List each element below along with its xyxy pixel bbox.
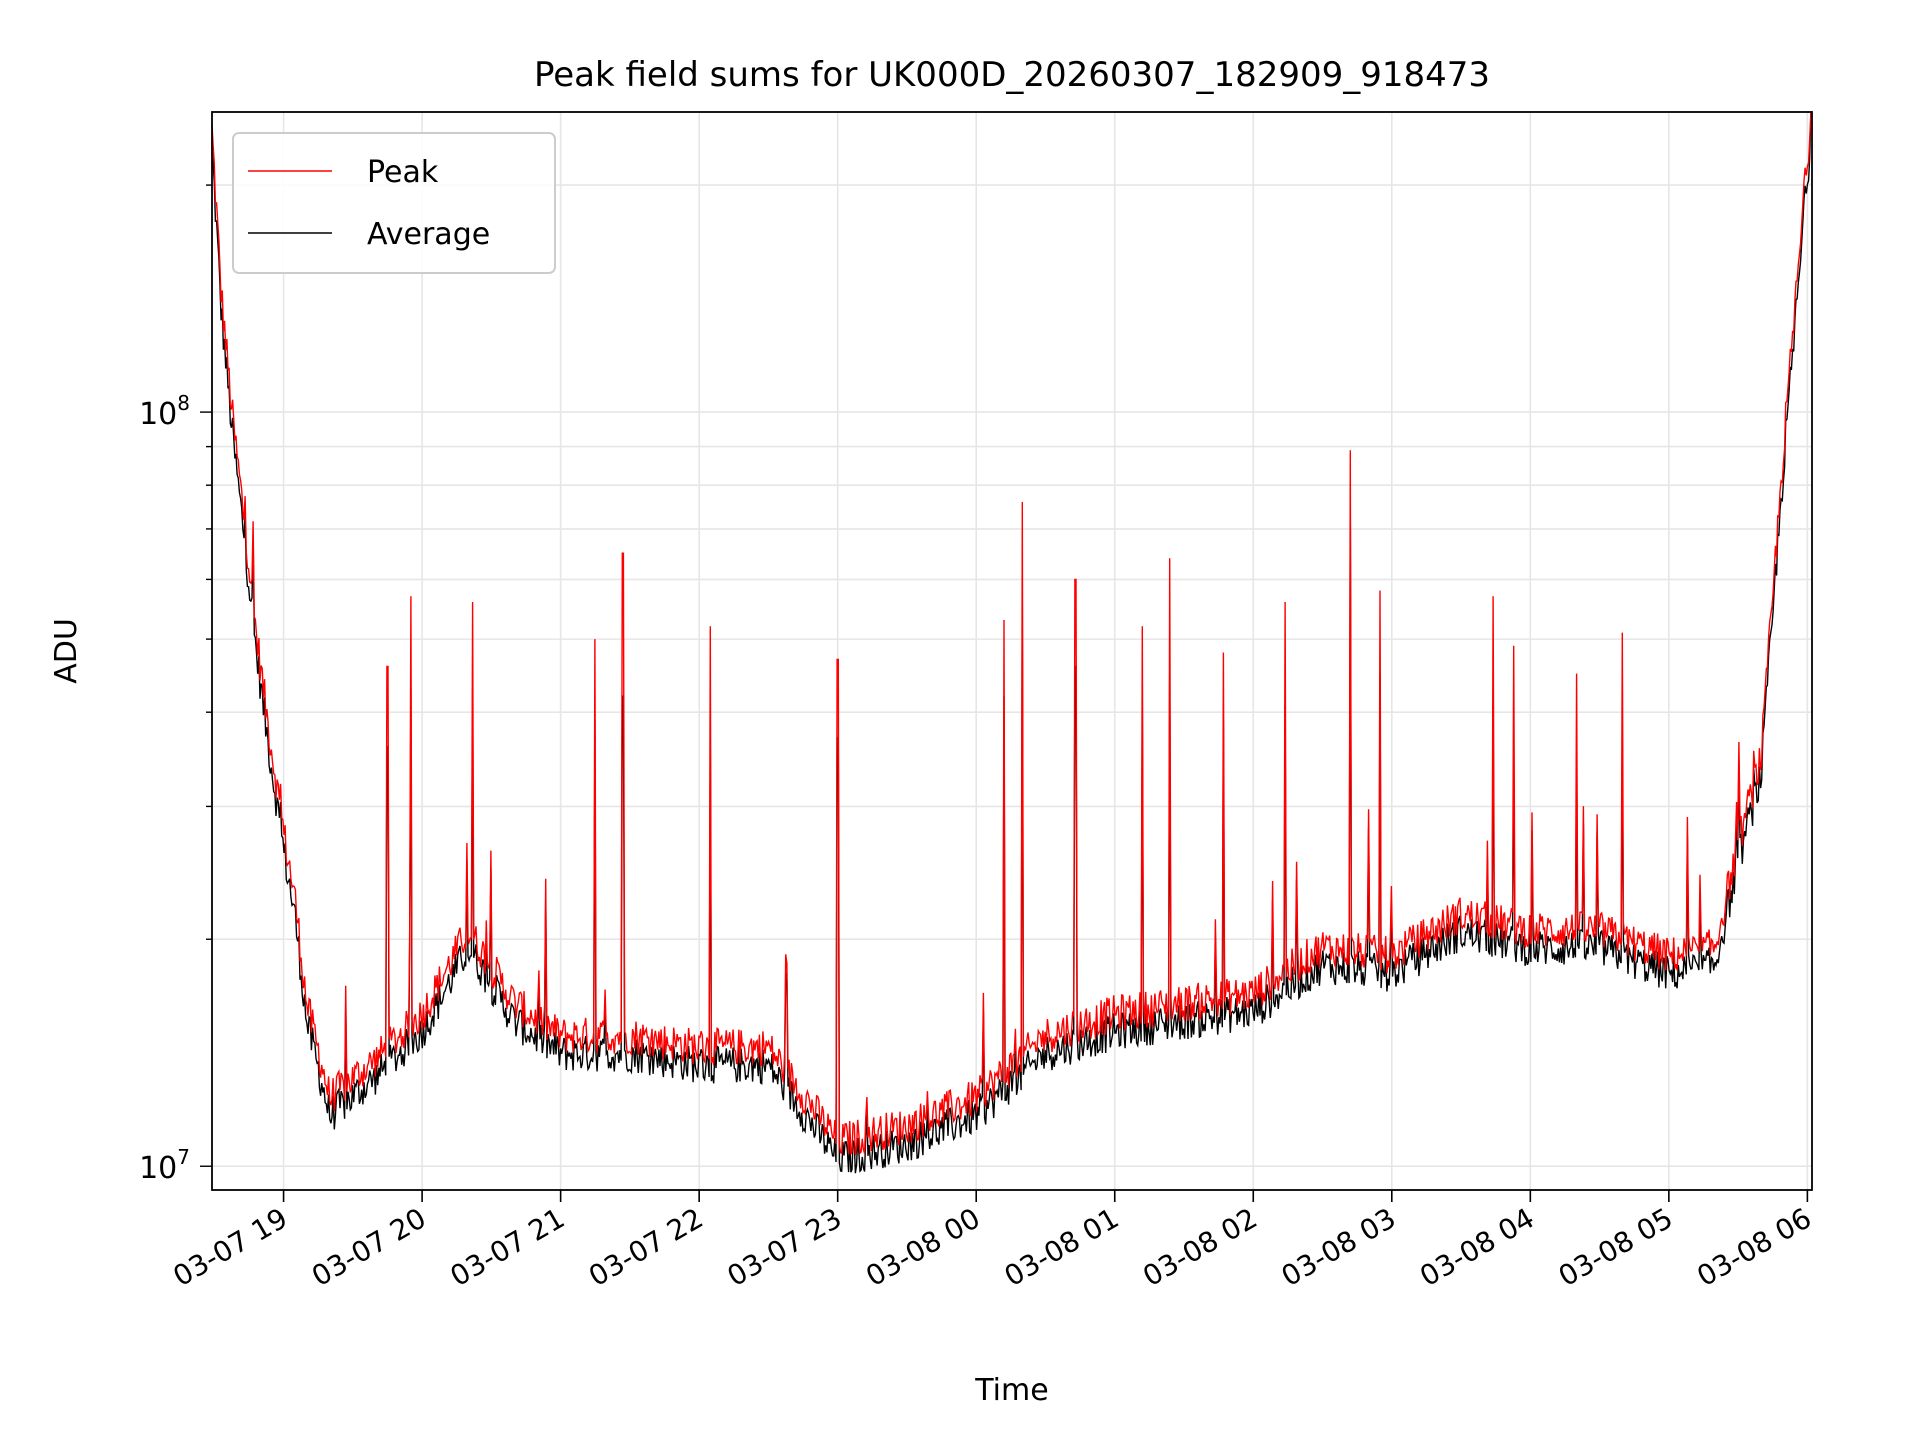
series-line-average <box>211 111 1813 1174</box>
y-axis: 107 108 <box>139 184 212 1186</box>
y-tick-label: 108 <box>139 391 190 432</box>
y-tick-label: 107 <box>139 1145 190 1186</box>
grid <box>212 112 1812 1190</box>
plot-frame <box>211 111 1813 1191</box>
x-axis-label: Time <box>974 1373 1048 1408</box>
y-axis-label: ADU <box>49 618 84 684</box>
legend: Peak Average <box>232 132 556 274</box>
chart-title: Peak field sums for UK000D_20260307_1829… <box>534 55 1490 95</box>
legend-label-average: Average <box>367 217 490 252</box>
legend-label-peak: Peak <box>367 155 439 190</box>
series-layer <box>211 111 1813 1174</box>
series-line-peak <box>211 111 1812 1156</box>
legend-box <box>232 132 556 274</box>
